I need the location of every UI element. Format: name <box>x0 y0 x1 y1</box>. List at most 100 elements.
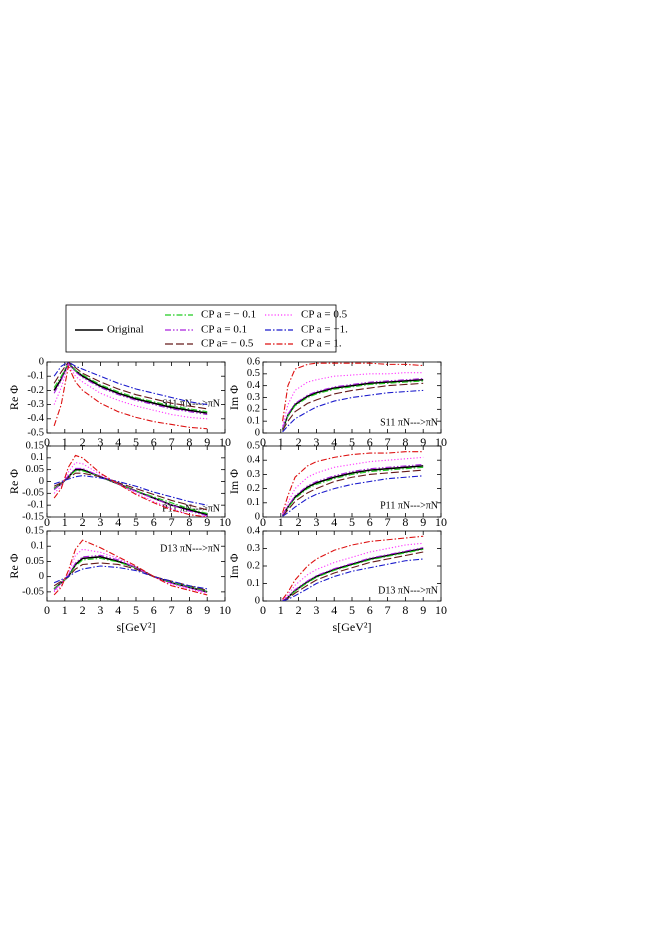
legend-label: CP a= − 0.5 <box>201 338 254 350</box>
x-tick-label: 7 <box>169 515 175 529</box>
y-tick-label: -0.4 <box>27 413 44 424</box>
data-line <box>53 467 208 517</box>
x-tick-label: 0 <box>260 435 266 449</box>
data-line <box>281 465 424 517</box>
x-tick-label: 1 <box>62 435 68 449</box>
legend-label: CP a = −1. <box>301 324 348 336</box>
data-line <box>282 535 424 600</box>
x-tick-label: 4 <box>115 515 121 529</box>
y-tick-label: 0.15 <box>26 440 44 451</box>
x-tick-label: 1 <box>62 515 68 529</box>
x-tick-label: 2 <box>296 515 302 529</box>
legend-label: CP a = − 0.1 <box>201 309 256 321</box>
y-tick-label: 0.5 <box>247 368 260 379</box>
x-tick-label: 7 <box>169 435 175 449</box>
x-tick-label: 2 <box>296 603 302 617</box>
x-tick-label: 5 <box>133 515 139 529</box>
y-axis-label: Re Φ <box>7 553 21 578</box>
plot-lines <box>53 362 208 430</box>
y-tick-label: 0.05 <box>26 464 44 475</box>
y-tick-label: 0.15 <box>26 525 44 536</box>
x-tick-label: 7 <box>385 515 391 529</box>
x-tick-label: 8 <box>186 435 192 449</box>
x-tick-label: 4 <box>115 603 121 617</box>
data-line <box>53 363 208 420</box>
y-tick-label: 0.1 <box>247 578 260 589</box>
x-tick-label: 7 <box>169 603 175 617</box>
data-line <box>53 362 208 416</box>
data-line <box>282 463 424 516</box>
plot-lines <box>281 451 424 517</box>
data-line <box>53 539 208 596</box>
x-tick-label: 5 <box>349 603 355 617</box>
x-tick-label: 3 <box>313 603 319 617</box>
data-line <box>282 362 424 422</box>
x-tick-label: 4 <box>331 515 337 529</box>
annotation: S11 πN--->πN <box>162 398 220 409</box>
y-axis-label: Re Φ <box>7 469 21 494</box>
plot-lines <box>53 454 208 517</box>
x-tick-label: 1 <box>62 603 68 617</box>
x-tick-label: 6 <box>151 435 157 449</box>
x-tick-label: 10 <box>219 603 231 617</box>
y-tick-label: 0 <box>39 356 44 367</box>
data-line <box>282 378 424 429</box>
data-line <box>53 554 208 594</box>
y-axis-label: Re Φ <box>7 385 21 410</box>
data-line <box>282 372 424 427</box>
data-line <box>53 565 208 590</box>
x-tick-label: 3 <box>97 515 103 529</box>
x-tick-label: 9 <box>420 603 426 617</box>
x-axis-label: s[GeV²] <box>333 620 372 634</box>
x-tick-label: 5 <box>133 603 139 617</box>
y-tick-label: 0.05 <box>26 556 44 567</box>
x-tick-label: 0 <box>260 515 266 529</box>
x-tick-label: 6 <box>367 603 373 617</box>
x-tick-label: 6 <box>367 515 373 529</box>
x-tick-label: 8 <box>186 603 192 617</box>
data-line <box>282 451 424 513</box>
y-tick-label: -0.05 <box>22 586 44 597</box>
y-tick-label: 0.1 <box>31 541 44 552</box>
data-line <box>282 380 424 430</box>
y-tick-label: -0.1 <box>27 500 44 511</box>
data-line <box>282 456 424 515</box>
y-tick-label: -0.15 <box>22 511 44 522</box>
y-axis-label: Im Φ <box>227 469 241 494</box>
y-tick-label: 0 <box>255 595 260 606</box>
y-tick-label: 0.3 <box>247 392 260 403</box>
legend-label: CP a = 0.1 <box>201 324 247 336</box>
legend-label: CP a = 0.5 <box>301 309 348 321</box>
x-tick-label: 0 <box>260 603 266 617</box>
x-tick-label: 3 <box>97 435 103 449</box>
x-tick-label: 6 <box>151 603 157 617</box>
x-tick-label: 10 <box>219 435 231 449</box>
y-tick-label: 0.4 <box>247 380 261 391</box>
y-tick-label: -0.3 <box>27 399 44 410</box>
y-tick-label: 0 <box>255 511 260 522</box>
x-tick-label: 4 <box>331 603 337 617</box>
x-tick-label: 8 <box>402 603 408 617</box>
data-line <box>53 472 208 511</box>
y-tick-label: 0.3 <box>247 543 260 554</box>
x-tick-label: 0 <box>44 515 50 529</box>
y-axis-label: Im Φ <box>227 385 241 410</box>
x-tick-label: 4 <box>115 435 121 449</box>
y-tick-label: 0.2 <box>247 483 260 494</box>
x-tick-label: 3 <box>313 515 319 529</box>
y-tick-label: 0.1 <box>247 416 260 427</box>
annotation: P11 πN--->πN <box>380 500 438 511</box>
y-tick-label: 0 <box>39 476 44 487</box>
data-line <box>282 466 424 516</box>
data-line <box>282 548 424 601</box>
data-line <box>282 475 424 517</box>
x-tick-label: 10 <box>435 515 447 529</box>
x-tick-label: 10 <box>219 515 231 529</box>
y-tick-label: -0.2 <box>27 385 44 396</box>
data-line <box>282 551 424 601</box>
y-axis-label: Im Φ <box>227 553 241 578</box>
x-tick-label: 2 <box>296 435 302 449</box>
data-line <box>53 470 208 514</box>
y-tick-label: 0.1 <box>31 452 44 463</box>
data-line <box>282 547 424 601</box>
